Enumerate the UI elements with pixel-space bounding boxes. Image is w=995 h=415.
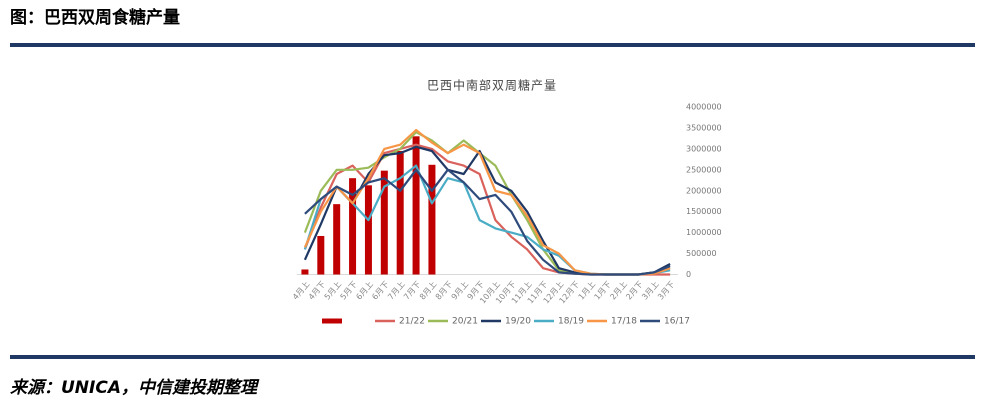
line bbox=[304, 168, 671, 276]
legend-label: 18/19 bbox=[558, 317, 584, 327]
bar bbox=[380, 170, 388, 275]
footer-rule bbox=[10, 355, 975, 359]
y-tick-label: 3000000 bbox=[686, 144, 722, 153]
y-tick-label: 2000000 bbox=[686, 186, 722, 195]
bar bbox=[428, 164, 436, 275]
header-rule bbox=[10, 43, 975, 47]
bar bbox=[412, 136, 420, 275]
y-tick-label: 4000000 bbox=[686, 103, 722, 112]
y-tick-label: 500000 bbox=[686, 249, 717, 258]
line bbox=[303, 131, 671, 276]
y-tick-label: 2500000 bbox=[686, 165, 722, 174]
legend-label: 21/22 bbox=[399, 317, 425, 327]
bar bbox=[301, 269, 309, 275]
y-tick-label: 0 bbox=[686, 270, 691, 279]
line bbox=[303, 128, 671, 276]
bar bbox=[396, 150, 404, 275]
y-tick-label: 1000000 bbox=[686, 228, 722, 237]
chart-title: 巴西中南部双周糖产量 bbox=[427, 78, 557, 93]
legend-label: 20/21 bbox=[452, 317, 478, 327]
y-tick-label: 1500000 bbox=[686, 207, 722, 216]
bar bbox=[317, 235, 325, 275]
bar bbox=[349, 178, 357, 275]
figure-title: 图：巴西双周食糖产量 bbox=[10, 7, 180, 28]
y-tick-label: 3500000 bbox=[686, 123, 722, 132]
bar bbox=[364, 185, 372, 275]
x-tick-label: 3月下 bbox=[656, 280, 676, 302]
legend-swatch bbox=[322, 318, 342, 324]
legend-label: 19/20 bbox=[505, 317, 531, 327]
legend-label: 16/17 bbox=[664, 317, 690, 327]
source-note: 来源：UNICA，中信建投期整理 bbox=[10, 378, 260, 398]
line bbox=[303, 164, 671, 276]
legend-label: 17/18 bbox=[611, 317, 637, 327]
bar bbox=[333, 204, 341, 275]
